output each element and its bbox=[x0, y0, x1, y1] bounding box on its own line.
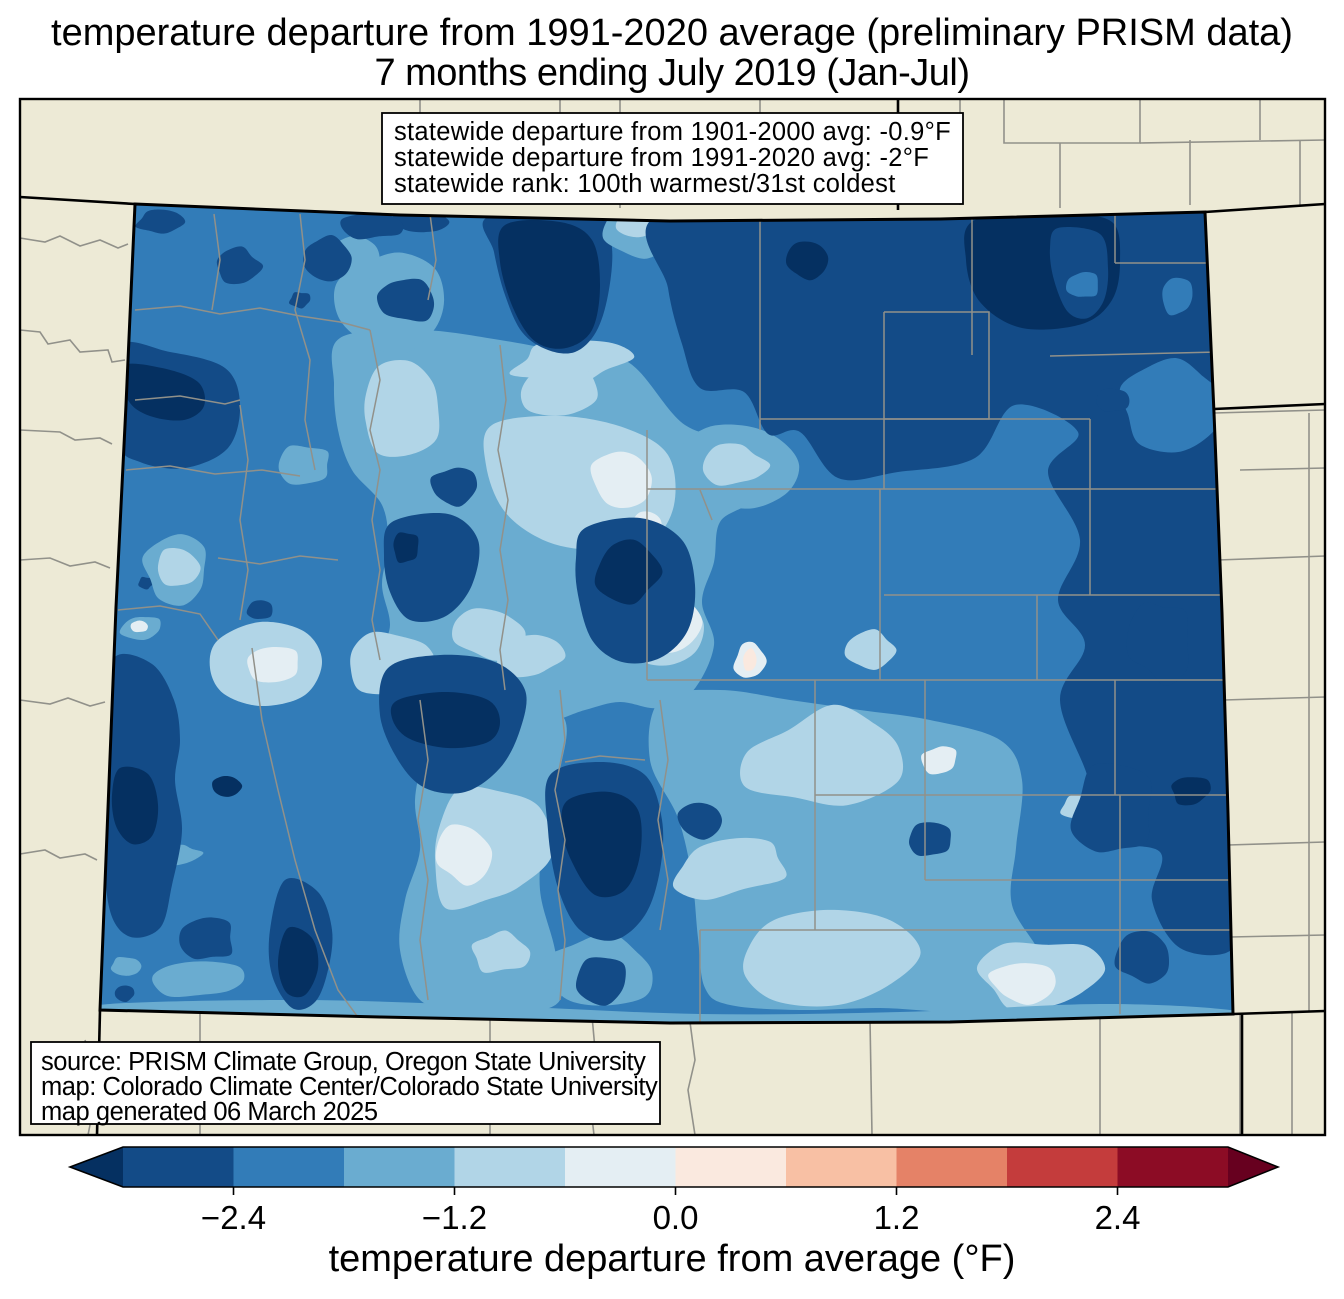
svg-text:−2.4: −2.4 bbox=[201, 1199, 266, 1236]
svg-text:0.0: 0.0 bbox=[653, 1199, 699, 1236]
svg-text:temperature departure from ave: temperature departure from average (°F) bbox=[329, 1238, 1016, 1280]
svg-text:statewide departure from 1901-: statewide departure from 1901-2000 avg: … bbox=[394, 118, 951, 146]
svg-text:2.4: 2.4 bbox=[1095, 1199, 1141, 1236]
svg-text:map: Colorado Climate Center/C: map: Colorado Climate Center/Colorado St… bbox=[41, 1073, 658, 1101]
svg-text:7 months ending July 2019 (Jan: 7 months ending July 2019 (Jan-Jul) bbox=[374, 52, 969, 94]
svg-text:statewide rank: 100th warmest/: statewide rank: 100th warmest/31st colde… bbox=[394, 170, 896, 198]
svg-text:map generated 06 March 2025: map generated 06 March 2025 bbox=[41, 1098, 378, 1126]
svg-text:1.2: 1.2 bbox=[874, 1199, 920, 1236]
svg-text:−1.2: −1.2 bbox=[422, 1199, 487, 1236]
svg-text:statewide departure from 1991-: statewide departure from 1991-2020 avg: … bbox=[394, 144, 929, 172]
svg-text:source: PRISM Climate Group, O: source: PRISM Climate Group, Oregon Stat… bbox=[41, 1048, 646, 1076]
svg-text:temperature departure from 199: temperature departure from 1991-2020 ave… bbox=[51, 12, 1293, 54]
